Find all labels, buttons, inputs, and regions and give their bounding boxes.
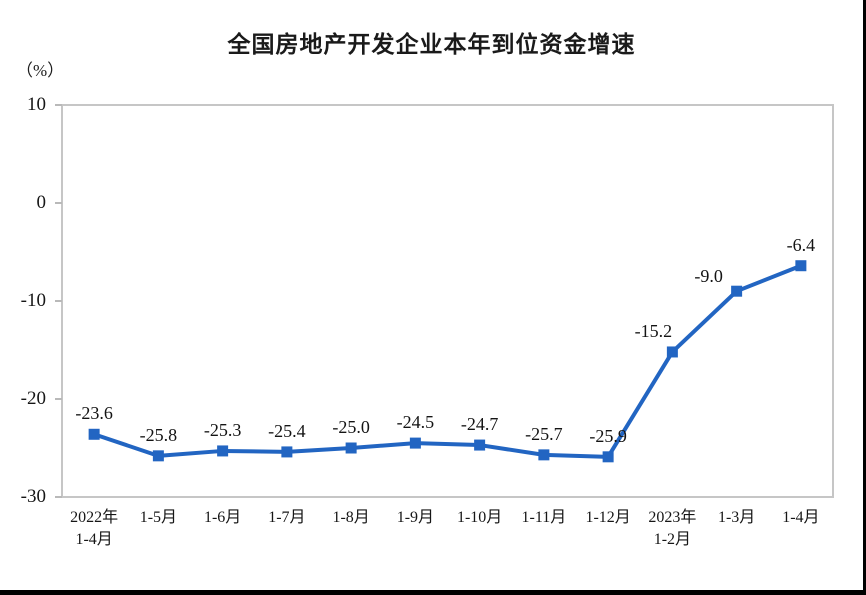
x-axis-category-label: 1-7月 bbox=[268, 509, 306, 526]
x-axis-category-label: 1-12月 bbox=[585, 509, 631, 526]
data-point-marker bbox=[602, 451, 614, 463]
chart-title: 全国房地产开发企业本年到位资金增速 bbox=[227, 31, 636, 57]
data-point-label: -25.9 bbox=[589, 425, 627, 446]
y-axis-tick-label: -20 bbox=[20, 388, 46, 409]
data-point-marker bbox=[345, 442, 357, 454]
data-point-marker bbox=[88, 428, 100, 440]
y-axis-unit-label: （%） bbox=[16, 61, 65, 80]
data-line bbox=[92, 263, 803, 459]
x-axis-category-label: 2023年 1-2月 bbox=[648, 509, 697, 548]
data-point-marker bbox=[795, 260, 807, 272]
x-axis-category-label: 1-10月 bbox=[456, 509, 503, 526]
x-axis-category-label: 1-11月 bbox=[521, 509, 567, 526]
data-point-label: -9.0 bbox=[694, 266, 723, 287]
data-point-marker bbox=[474, 439, 486, 451]
data-point-marker bbox=[538, 449, 550, 461]
data-point-label: -25.3 bbox=[203, 419, 242, 440]
x-axis-category-label: 1-6月 bbox=[203, 509, 242, 526]
data-point-marker bbox=[152, 450, 164, 462]
data-point-label: -15.2 bbox=[634, 320, 673, 341]
data-point-marker bbox=[281, 446, 293, 458]
x-axis-category-label: 1-9月 bbox=[396, 509, 435, 526]
data-point-label: -23.6 bbox=[75, 403, 113, 424]
data-point-label: -24.7 bbox=[460, 414, 499, 435]
x-axis-category-label: 1-4月 bbox=[782, 509, 820, 526]
x-axis-category-label: 1-5月 bbox=[139, 509, 178, 526]
x-axis-category-label: 1-8月 bbox=[332, 509, 370, 526]
plot-border bbox=[61, 104, 834, 498]
data-point-label: -6.4 bbox=[786, 234, 816, 255]
data-point-label: -25.0 bbox=[332, 417, 370, 437]
data-point-marker bbox=[217, 445, 229, 457]
data-point-marker bbox=[731, 285, 743, 297]
data-point-label: -25.8 bbox=[139, 424, 178, 445]
x-axis-category-label: 2022年 1-4月 bbox=[70, 509, 119, 548]
y-axis-tick-label: 10 bbox=[27, 94, 46, 115]
data-point-label: -25.4 bbox=[268, 420, 306, 441]
y-axis-tick-label: -10 bbox=[20, 290, 46, 311]
data-point-label: -24.5 bbox=[396, 412, 435, 433]
data-point-marker bbox=[409, 437, 421, 449]
y-axis-tick-label: -30 bbox=[20, 486, 46, 507]
data-point-label: -25.7 bbox=[525, 423, 563, 444]
data-point-marker bbox=[666, 346, 678, 358]
y-axis-tick-label: 0 bbox=[36, 192, 47, 213]
x-axis-category-label: 1-3月 bbox=[717, 509, 756, 526]
